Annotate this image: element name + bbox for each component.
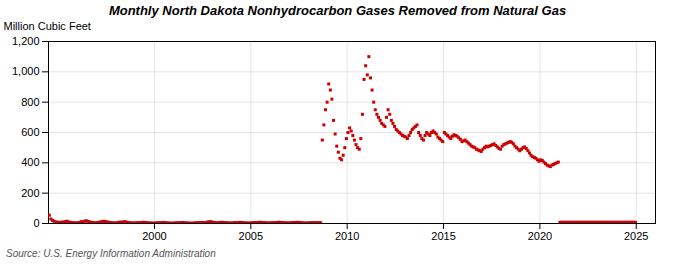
svg-text:2020: 2020 xyxy=(528,230,552,242)
svg-text:2000: 2000 xyxy=(142,230,166,242)
svg-text:600: 600 xyxy=(21,126,39,138)
html-text:Source: U.S. Energy Informatio: Source: U.S. Energy Information Administ… xyxy=(6,248,216,259)
svg-text:1,200: 1,200 xyxy=(12,35,40,47)
svg-text:2025: 2025 xyxy=(624,230,648,242)
svg-text:Million Cubic Feet: Million Cubic Feet xyxy=(4,20,91,32)
svg-text:800: 800 xyxy=(21,96,39,108)
svg-text:2015: 2015 xyxy=(431,230,455,242)
svg-text:400: 400 xyxy=(21,156,39,168)
html-text:Monthly North Dakota Nonhydroc: Monthly North Dakota Nonhydrocarbon Gase… xyxy=(108,3,567,18)
svg-text:200: 200 xyxy=(21,187,39,199)
svg-text:0: 0 xyxy=(33,217,39,229)
svg-text:2010: 2010 xyxy=(335,230,359,242)
svg-text:2005: 2005 xyxy=(239,230,263,242)
svg-text:1,000: 1,000 xyxy=(12,65,40,77)
